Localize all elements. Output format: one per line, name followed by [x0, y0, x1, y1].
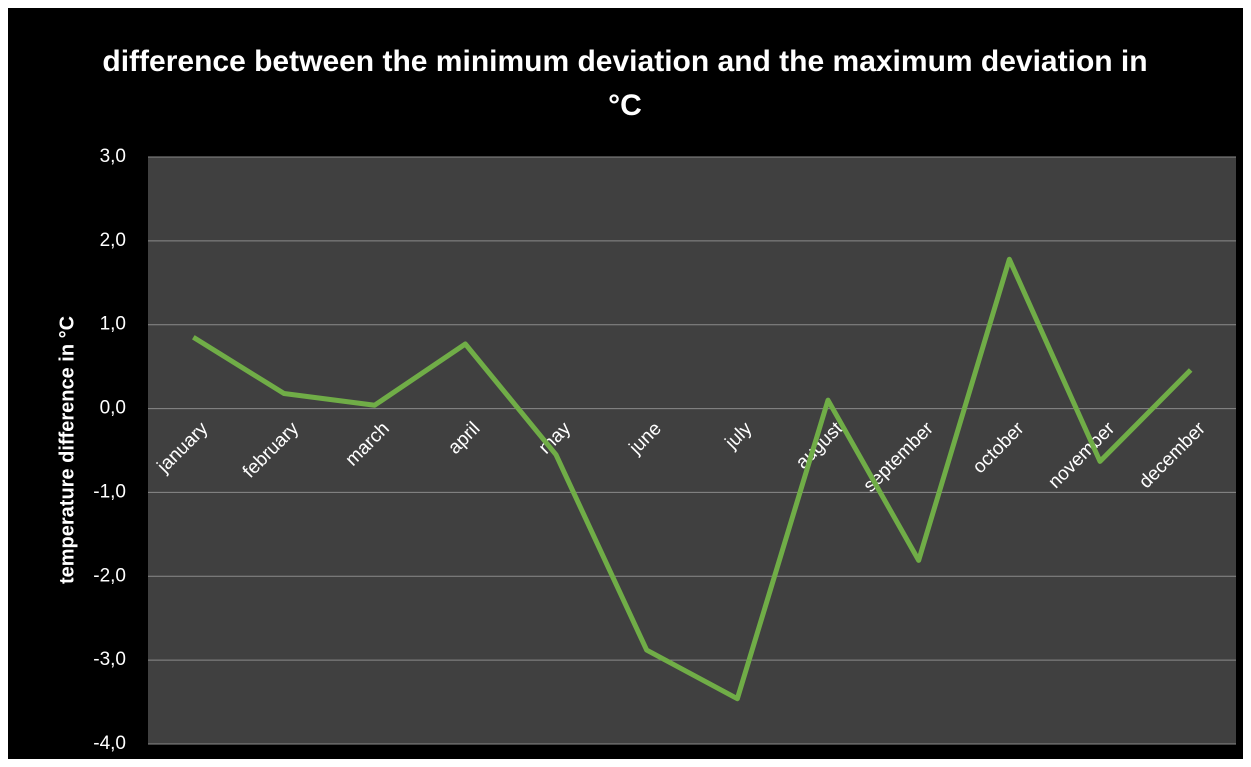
y-tick-label: 3,0	[100, 146, 126, 167]
y-tick-label: 1,0	[100, 314, 126, 335]
plot-area	[148, 157, 1236, 744]
y-tick-label: 2,0	[100, 230, 126, 251]
y-tick-label: -2,0	[93, 565, 126, 586]
y-axis-label: temperature difference in °C	[56, 316, 78, 584]
y-tick-label: -1,0	[93, 481, 126, 502]
y-tick-label: -3,0	[93, 649, 126, 670]
y-tick-label: 0,0	[100, 398, 126, 419]
data-line	[192, 256, 1193, 702]
y-tick-label: -4,0	[93, 733, 126, 754]
chart-title: difference between the minimum deviation…	[102, 45, 1148, 122]
